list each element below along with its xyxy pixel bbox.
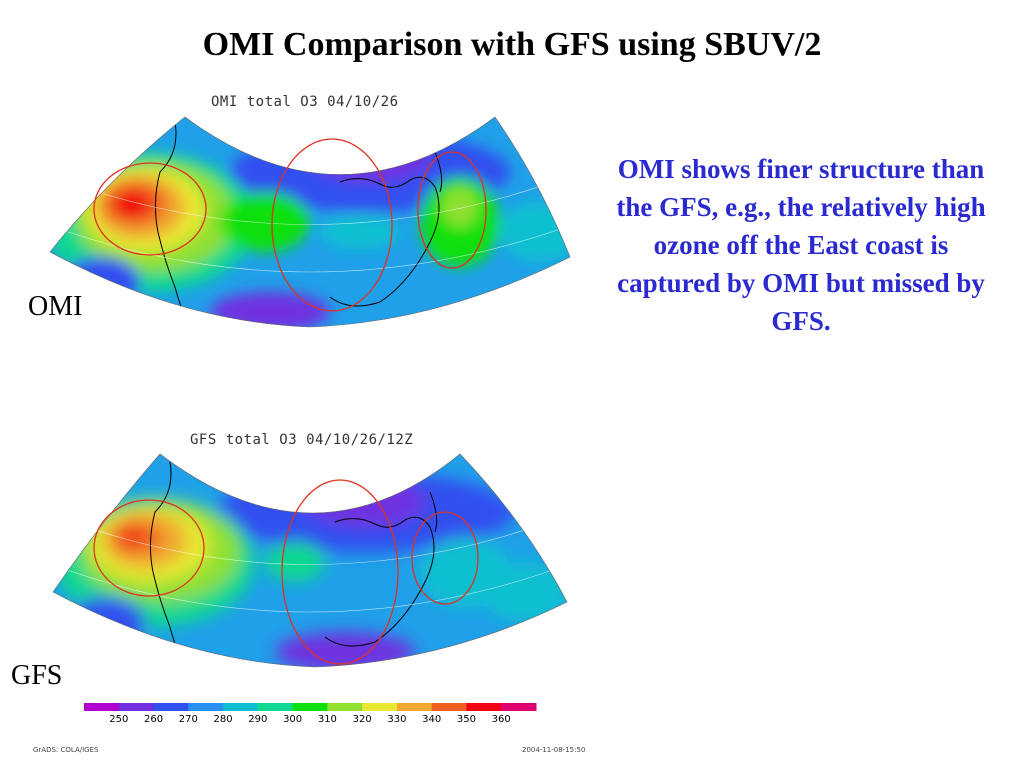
omi-central-circle [271, 138, 393, 312]
colorbar-swatch [431, 703, 467, 711]
colorbar-tick-label: 290 [248, 714, 267, 725]
colorbar-swatch [153, 703, 189, 711]
gfs-east-circle [411, 511, 479, 605]
colorbar-swatch [257, 703, 294, 711]
omi-east-circle [417, 151, 487, 269]
colorbar-tick-label: 310 [318, 714, 337, 725]
colorbar-tick-label: 300 [283, 714, 302, 725]
colorbar-tick-label: 350 [457, 714, 476, 725]
footer-right: 2004-11-08-15:50 [522, 746, 586, 754]
omi-map-title: OMI total O3 04/10/26 [211, 94, 399, 110]
colorbar-tick-label: 340 [422, 714, 441, 725]
colorbar-tick-label: 260 [144, 714, 163, 725]
colorbar-swatch [84, 703, 120, 711]
slide-title: OMI Comparison with GFS using SBUV/2 [202, 26, 822, 63]
colorbar-swatch [223, 703, 259, 711]
colorbar-swatch [501, 703, 537, 711]
colorbar-swatch [118, 703, 155, 711]
colorbar-swatch [292, 703, 328, 711]
colorbar-swatch [396, 703, 433, 711]
footer-left: GrADS: COLA/IGES [33, 746, 99, 754]
colorbar-tick-label: 250 [109, 714, 128, 725]
colorbar-swatch [188, 703, 224, 711]
omi-west-circle [93, 162, 207, 256]
colorbar-tick-label: 360 [492, 714, 511, 725]
colorbar-swatch [327, 703, 363, 711]
colorbar-tick-label: 320 [353, 714, 372, 725]
gfs-central-circle [281, 479, 399, 665]
gfs-label: GFS [11, 660, 63, 691]
gfs-west-circle [93, 499, 205, 597]
colorbar-tick-label: 270 [179, 714, 198, 725]
colorbar-swatch [466, 703, 502, 711]
colorbar-swatch [362, 703, 398, 711]
omi-label: OMI [28, 291, 83, 322]
gfs-ozone-map [52, 453, 568, 668]
colorbar: 250 260 270 280 290 300 310 320 330 340 350 360 [84, 703, 537, 725]
omi-ozone-map [49, 116, 571, 328]
colorbar-tick-label: 280 [214, 714, 233, 725]
colorbar-tick-label: 330 [387, 714, 406, 725]
gfs-map-title: GFS total O3 04/10/26/12Z [190, 432, 414, 448]
explanation-text: OMI shows finer structure than the GFS, … [616, 154, 986, 336]
